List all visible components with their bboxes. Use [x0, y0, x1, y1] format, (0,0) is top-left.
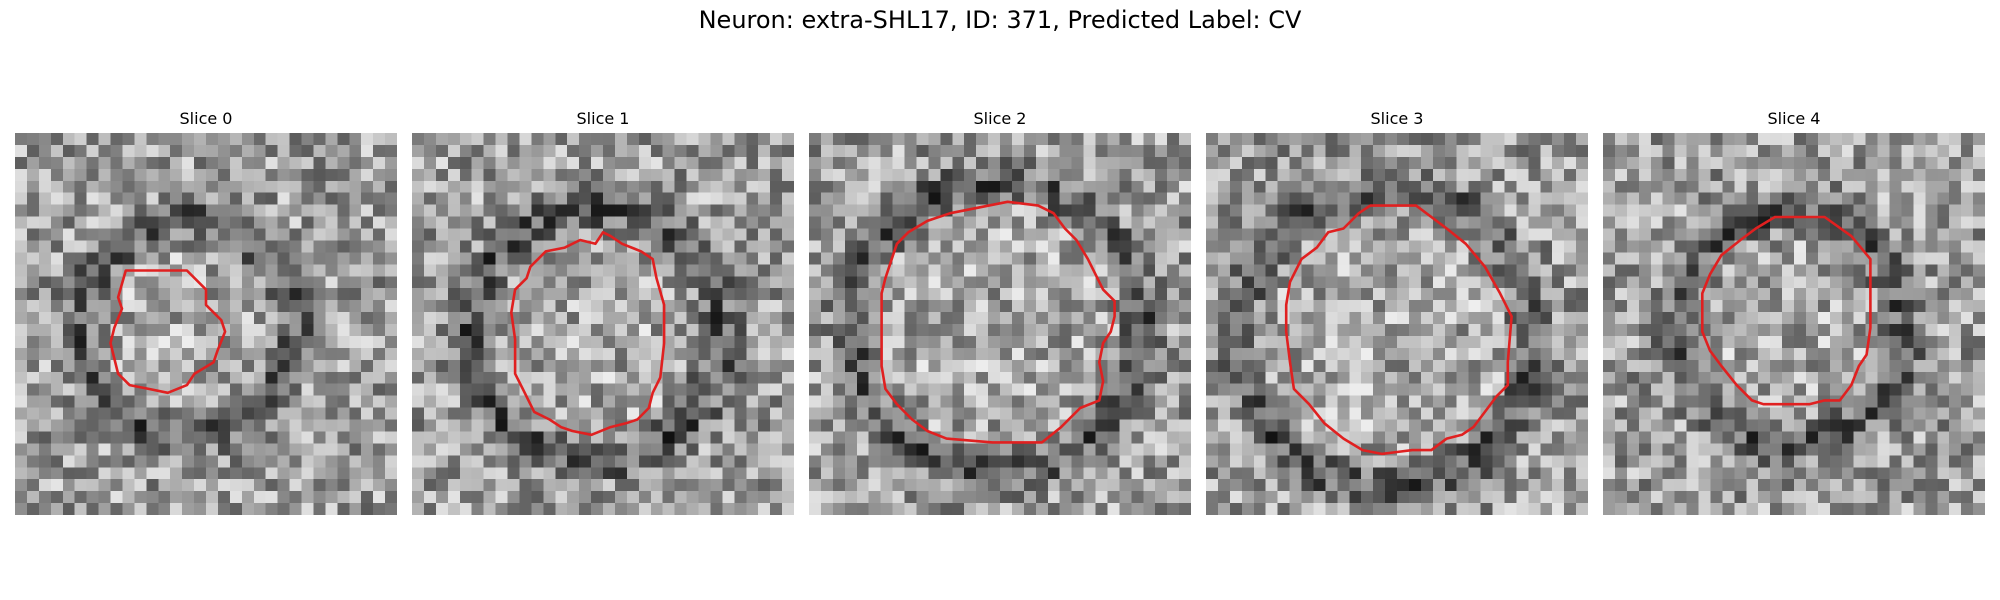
slice-panel-4: Slice 4 — [1603, 108, 1985, 515]
slice-image — [1603, 133, 1985, 515]
pixel-grid — [1206, 133, 1588, 515]
segmentation-contour — [1701, 215, 1872, 406]
segmentation-contour — [1284, 204, 1513, 456]
slice-panel-3: Slice 3 — [1206, 108, 1588, 515]
slice-image — [15, 133, 397, 515]
slice-panel-2: Slice 2 — [809, 108, 1191, 515]
segmentation-contour — [880, 200, 1116, 444]
slice-title: Slice 1 — [576, 109, 630, 128]
pixel-grid — [1603, 133, 1985, 515]
pixel-grid — [412, 133, 794, 515]
slice-image — [412, 133, 794, 515]
slice-image — [809, 133, 1191, 515]
segmentation-contour — [510, 231, 666, 437]
segmentation-contour — [109, 269, 227, 395]
figure-title: Neuron: extra-SHL17, ID: 371, Predicted … — [698, 6, 1302, 34]
slice-title: Slice 4 — [1767, 109, 1821, 128]
slice-panel-0: Slice 0 — [15, 108, 397, 515]
pixel-grid — [15, 133, 397, 515]
slice-title: Slice 3 — [1370, 109, 1424, 128]
slice-panel-1: Slice 1 — [412, 108, 794, 515]
pixel-grid — [809, 133, 1191, 515]
slice-image — [1206, 133, 1588, 515]
slice-title: Slice 0 — [179, 109, 233, 128]
slice-title: Slice 2 — [973, 109, 1027, 128]
